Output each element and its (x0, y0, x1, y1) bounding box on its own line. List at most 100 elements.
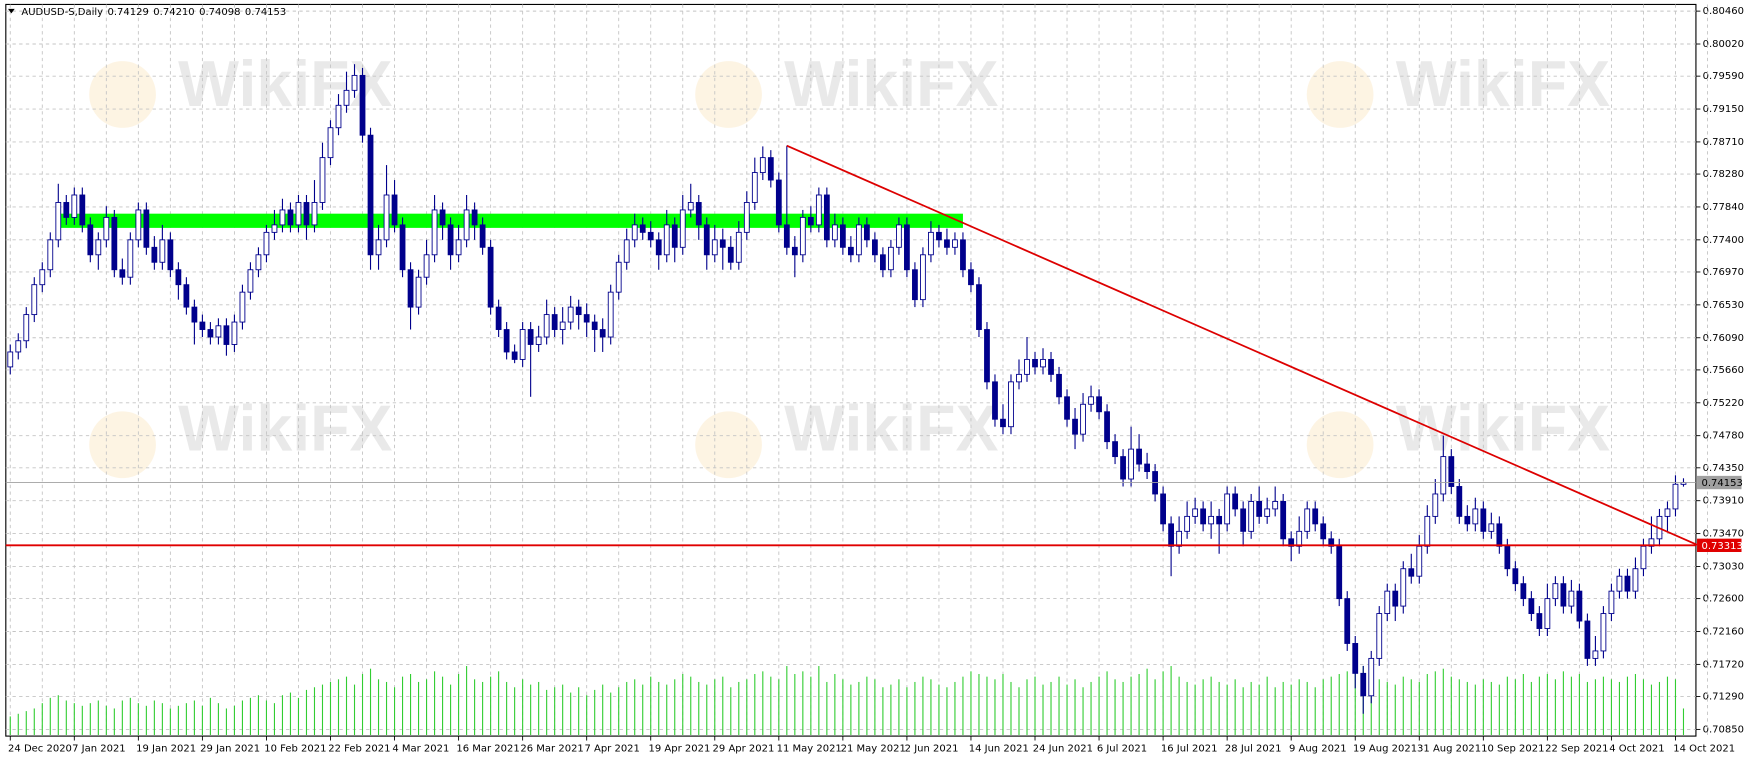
header-arrow (8, 8, 15, 14)
candle-body (944, 239, 950, 248)
candle-body (567, 306, 574, 323)
candle-body (1088, 396, 1094, 405)
candle-body (447, 224, 454, 256)
x-tick-label: 29 Jan 2021 (200, 743, 260, 754)
x-tick-label: 28 Jul 2021 (1225, 743, 1282, 754)
candle-body (479, 224, 486, 248)
x-tick-label: 14 Oct 2021 (1673, 743, 1735, 754)
candle-body (527, 329, 534, 345)
candle-body (415, 276, 422, 308)
candle-body (1400, 568, 1407, 607)
x-tick-label: 7 Apr 2021 (584, 743, 639, 754)
candle-body (1240, 508, 1247, 532)
candle-body (215, 325, 222, 338)
candle-body (623, 239, 630, 263)
candle-body (231, 321, 238, 345)
candle-body (359, 74, 366, 136)
candle-body (95, 239, 102, 256)
x-tick-label: 9 Aug 2021 (1289, 743, 1347, 754)
x-tick-label: 29 Apr 2021 (713, 743, 775, 754)
candle-body (455, 239, 462, 256)
candle-body (896, 224, 902, 248)
price-tag (1697, 475, 1742, 490)
watermark: WikiFX (1396, 393, 1610, 465)
candle-body (759, 157, 766, 174)
candle-body (199, 321, 206, 330)
candle-body (55, 202, 62, 241)
candle-body (1288, 538, 1295, 547)
candle-body (351, 74, 358, 91)
candle-body (1432, 493, 1439, 517)
candle-body (63, 202, 70, 218)
candle-body (703, 224, 710, 256)
ohlc-value: 0.74098 (199, 7, 240, 18)
y-tick-label: 0.74350 (1703, 463, 1744, 474)
x-tick-label: 16 Jul 2021 (1161, 743, 1218, 754)
x-tick-label: 31 Aug 2021 (1417, 743, 1481, 754)
candle-body (1416, 545, 1423, 577)
candle-body (1120, 456, 1126, 480)
candle-body (1216, 515, 1223, 525)
candle-body (1112, 441, 1118, 458)
candle-body (952, 239, 958, 248)
x-tick-label: 10 Sep 2021 (1481, 743, 1544, 754)
candle-body (711, 239, 718, 256)
ohlc-value: 0.74129 (108, 7, 149, 18)
candle-body (1664, 508, 1671, 517)
candle-body (920, 254, 926, 301)
candle-body (1600, 613, 1607, 652)
candle-body (663, 224, 670, 256)
x-tick-label: 11 May 2021 (777, 743, 842, 754)
candle-body (167, 239, 174, 271)
candle-body (1272, 501, 1279, 510)
candle-body (775, 179, 782, 226)
candle-body (1080, 403, 1086, 435)
y-tick-label: 0.72600 (1703, 594, 1744, 605)
candle-body (1096, 396, 1102, 413)
candle-body (71, 194, 78, 218)
candle-body (439, 209, 446, 226)
candle-body (575, 306, 582, 316)
candle-body (815, 194, 822, 226)
candle-body (1176, 530, 1183, 547)
y-tick-label: 0.76970 (1703, 267, 1744, 278)
candle-body (87, 224, 94, 256)
candle-body (1464, 515, 1471, 525)
candle-body (1488, 523, 1495, 532)
candle-body (783, 224, 790, 248)
y-tick-label: 0.77840 (1703, 202, 1744, 213)
candle-body (103, 216, 110, 241)
candle-body (111, 216, 118, 271)
candle-body (1624, 575, 1631, 592)
candle-body (1632, 568, 1639, 592)
candle-body (1056, 373, 1062, 398)
candle-body (799, 216, 806, 256)
candle-body (287, 209, 294, 226)
candle-body (847, 246, 854, 256)
x-tick-label: 14 Jun 2021 (969, 743, 1029, 754)
candle-body (807, 216, 814, 226)
candle-body (583, 314, 590, 323)
candle-body (327, 127, 334, 159)
candle-body (960, 239, 966, 271)
x-tick-label: 7 Jan 2021 (72, 743, 126, 754)
candle-body (1224, 493, 1231, 525)
candle-body (1248, 501, 1255, 532)
y-tick-label: 0.75220 (1703, 398, 1744, 409)
candle-body (1304, 508, 1311, 532)
candle-body (1360, 672, 1367, 697)
candle-body (1536, 613, 1543, 629)
candle-body (295, 202, 302, 226)
x-tick-label: 22 Sep 2021 (1545, 743, 1608, 754)
candle-body (968, 269, 974, 286)
candle-body (639, 224, 646, 233)
candle-body (992, 381, 998, 420)
candle-body (1616, 575, 1623, 592)
candle-body (375, 239, 382, 256)
candle-body (647, 231, 654, 241)
candle-body (423, 254, 430, 278)
candle-body (1280, 501, 1287, 540)
candle-body (1560, 583, 1567, 607)
candle-body (1160, 493, 1166, 525)
candle-body (1592, 650, 1599, 659)
